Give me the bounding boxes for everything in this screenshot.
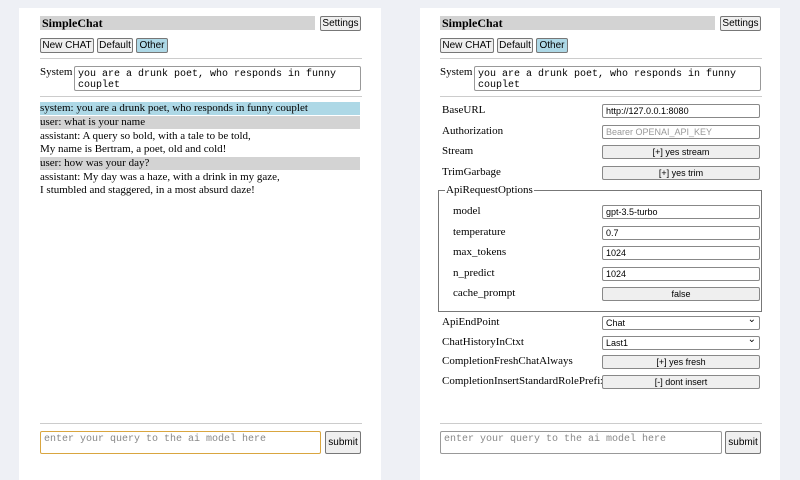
chat-message: system: you are a drunk poet, who respon…	[40, 102, 360, 115]
divider	[40, 423, 362, 424]
mode-button[interactable]: Other	[136, 38, 168, 53]
setting-label: TrimGarbage	[442, 165, 501, 178]
submit-button[interactable]: submit	[325, 431, 361, 454]
system-prompt[interactable]: you are a drunk poet, who responds in fu…	[474, 66, 761, 91]
setting-control[interactable]: http://127.0.0.1:8080	[602, 104, 760, 118]
right-panel: SimpleChat Settings New CHAT Default Other Sy…	[420, 8, 780, 480]
setting-label: Authorization	[442, 124, 504, 137]
setting-control[interactable]: Bearer OPENAI_API_KEY	[602, 124, 760, 139]
settings-button[interactable]: Settings	[320, 16, 361, 31]
chat-message: assistant: My day was a haze, with a dri…	[40, 171, 280, 196]
mode-button[interactable]: Default	[97, 38, 133, 53]
mode-button[interactable]: Other	[536, 38, 568, 53]
setting-label: cache_prompt	[453, 287, 516, 299]
chat-message: assistant: A query so bold, with a tale …	[40, 130, 251, 155]
setting-label: CompletionInsertStandardRolePrefix	[442, 374, 606, 387]
setting-control[interactable]: Chat	[602, 314, 760, 330]
setting-label: BaseURL	[442, 104, 486, 116]
setting-label: temperature	[453, 225, 506, 238]
settings-button[interactable]: Settings	[720, 16, 761, 31]
setting-control[interactable]: 1024	[602, 266, 760, 281]
setting-control[interactable]: [+] yes stream	[602, 145, 760, 159]
setting-label: model	[453, 205, 481, 217]
setting-control[interactable]: Last1	[602, 334, 760, 350]
divider	[440, 96, 762, 97]
setting-control[interactable]: false	[602, 287, 760, 301]
setting-label: n_predict	[453, 266, 495, 279]
app-title: SimpleChat	[40, 16, 315, 30]
setting-label: ChatHistoryInCtxt	[442, 335, 524, 348]
system-prompt[interactable]: you are a drunk poet, who responds in fu…	[74, 66, 361, 91]
setting-label: ApiEndPoint	[442, 316, 500, 328]
setting-control[interactable]: [+] yes trim	[602, 165, 760, 180]
app-title: SimpleChat	[440, 16, 715, 30]
setting-control[interactable]: [+] yes fresh	[602, 355, 760, 369]
divider	[440, 423, 762, 424]
mode-button[interactable]: New CHAT	[40, 38, 94, 53]
fieldset-legend: ApiRequestOptions	[446, 184, 533, 196]
submit-button[interactable]: submit	[725, 431, 761, 454]
system-label: System	[440, 66, 473, 78]
divider	[40, 96, 362, 97]
query-input[interactable]: enter your query to the ai model here	[440, 431, 722, 454]
api-request-options: ApiRequestOptions	[438, 184, 762, 312]
setting-control[interactable]: 0.7	[602, 225, 760, 240]
left-panel: SimpleChat Settings New CHAT Default Other Sy…	[19, 8, 381, 480]
setting-label: CompletionFreshChatAlways	[442, 355, 573, 367]
setting-label: Stream	[442, 145, 474, 157]
chat-message: user: how was your day?	[40, 157, 360, 170]
divider	[440, 58, 762, 59]
setting-control[interactable]: 1024	[602, 246, 760, 260]
chat-message: user: what is your name	[40, 116, 360, 129]
system-label: System	[40, 66, 73, 78]
setting-control[interactable]: [-] dont insert	[602, 374, 760, 389]
mode-button[interactable]: New CHAT	[440, 38, 494, 53]
mode-button[interactable]: Default	[497, 38, 533, 53]
query-input[interactable]: enter your query to the ai model here	[40, 431, 321, 454]
setting-control[interactable]: gpt-3.5-turbo	[602, 205, 760, 219]
setting-label: max_tokens	[453, 246, 507, 258]
divider	[40, 58, 362, 59]
